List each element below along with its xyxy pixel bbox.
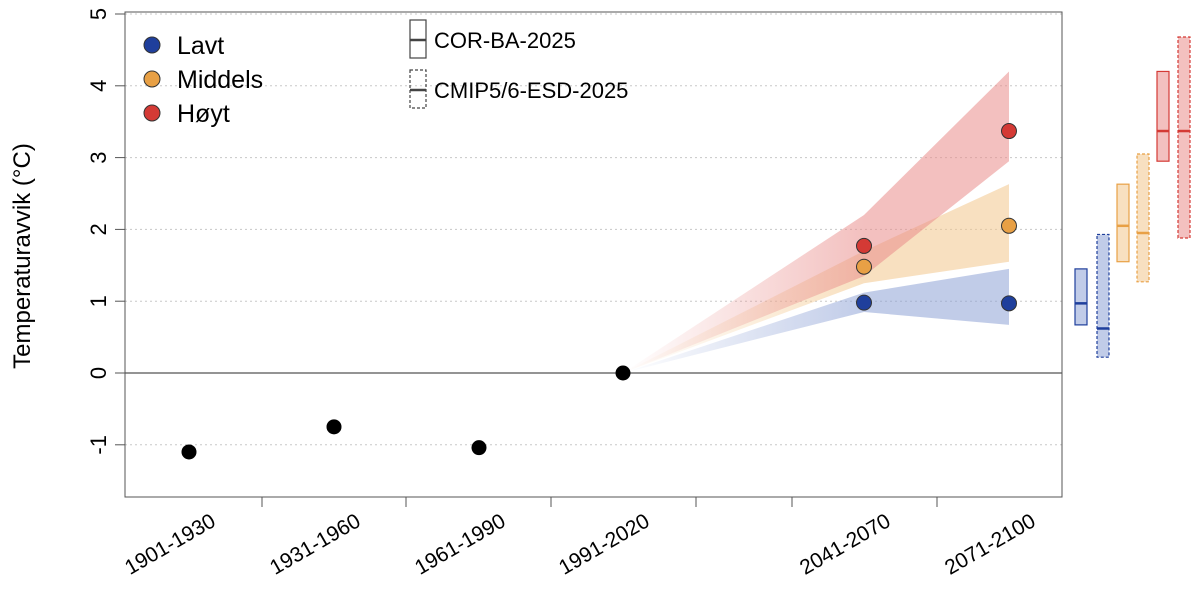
range-bar-lavt-cor <box>1074 268 1088 326</box>
x-tick-label-4: 2041-2070 <box>796 509 894 579</box>
range-bar-høyt-cor <box>1156 70 1170 162</box>
band-fade-lavt <box>623 292 864 373</box>
range-bar-middels-cor <box>1116 183 1130 263</box>
x-tick-label-2: 1961-1990 <box>411 509 509 579</box>
observed-point-0 <box>181 444 197 460</box>
plot-frame <box>124 11 1063 498</box>
observed-point-1 <box>326 419 342 435</box>
legend-marker-lavt <box>143 36 161 54</box>
legend: Lavt Middels Høyt COR-BA-2025 CMIP5/6-ESD-20… <box>143 19 628 128</box>
x-tick-label-5: 2071-2100 <box>941 509 1039 579</box>
y-tick-label-1: 0 <box>86 367 111 379</box>
y-tick-label-0: -1 <box>86 435 111 455</box>
point-høyt-0 <box>856 237 872 254</box>
x-tick-label-3: 1991-2020 <box>555 509 653 579</box>
point-høyt-1 <box>1001 123 1017 140</box>
legend-label-middels: Middels <box>177 66 263 94</box>
range-bar-lavt-cmip <box>1096 233 1110 358</box>
y-tick-label-2: 1 <box>86 295 111 307</box>
legend-marker-høyt <box>143 104 161 122</box>
legend-label-høyt: Høyt <box>177 100 230 128</box>
band-middels <box>864 184 1009 284</box>
data-points <box>181 123 1017 460</box>
observed-point-2 <box>471 440 487 456</box>
range-bar-middels-cmip <box>1136 153 1150 283</box>
y-tick-label-5: 4 <box>86 80 111 92</box>
y-tick-label-3: 2 <box>86 223 111 235</box>
y-axis-label: Temperaturavvik (°C) <box>9 143 36 369</box>
band-høyt <box>864 71 1009 277</box>
point-middels-1 <box>1001 217 1017 234</box>
band-lavt <box>864 268 1009 325</box>
legend-marker-middels <box>143 70 161 88</box>
y-tick-label-6: 5 <box>86 8 111 20</box>
range-bars <box>1074 36 1191 358</box>
x-tick-label-0: 1901-1930 <box>121 509 219 579</box>
legend-label-lavt: Lavt <box>177 32 224 60</box>
legend-range-label-0: COR-BA-2025 <box>434 28 576 53</box>
band-fade-høyt <box>623 215 864 373</box>
range-bar-høyt-cmip <box>1177 36 1191 239</box>
projection-bands <box>623 71 1009 373</box>
point-lavt-1 <box>1001 295 1017 312</box>
legend-range-label-1: CMIP5/6-ESD-2025 <box>434 78 628 103</box>
point-middels-0 <box>856 258 872 275</box>
observed-point-3 <box>615 365 631 381</box>
point-lavt-0 <box>856 294 872 311</box>
y-tick-label-4: 3 <box>86 151 111 163</box>
x-tick-label-1: 1931-1960 <box>266 509 364 579</box>
